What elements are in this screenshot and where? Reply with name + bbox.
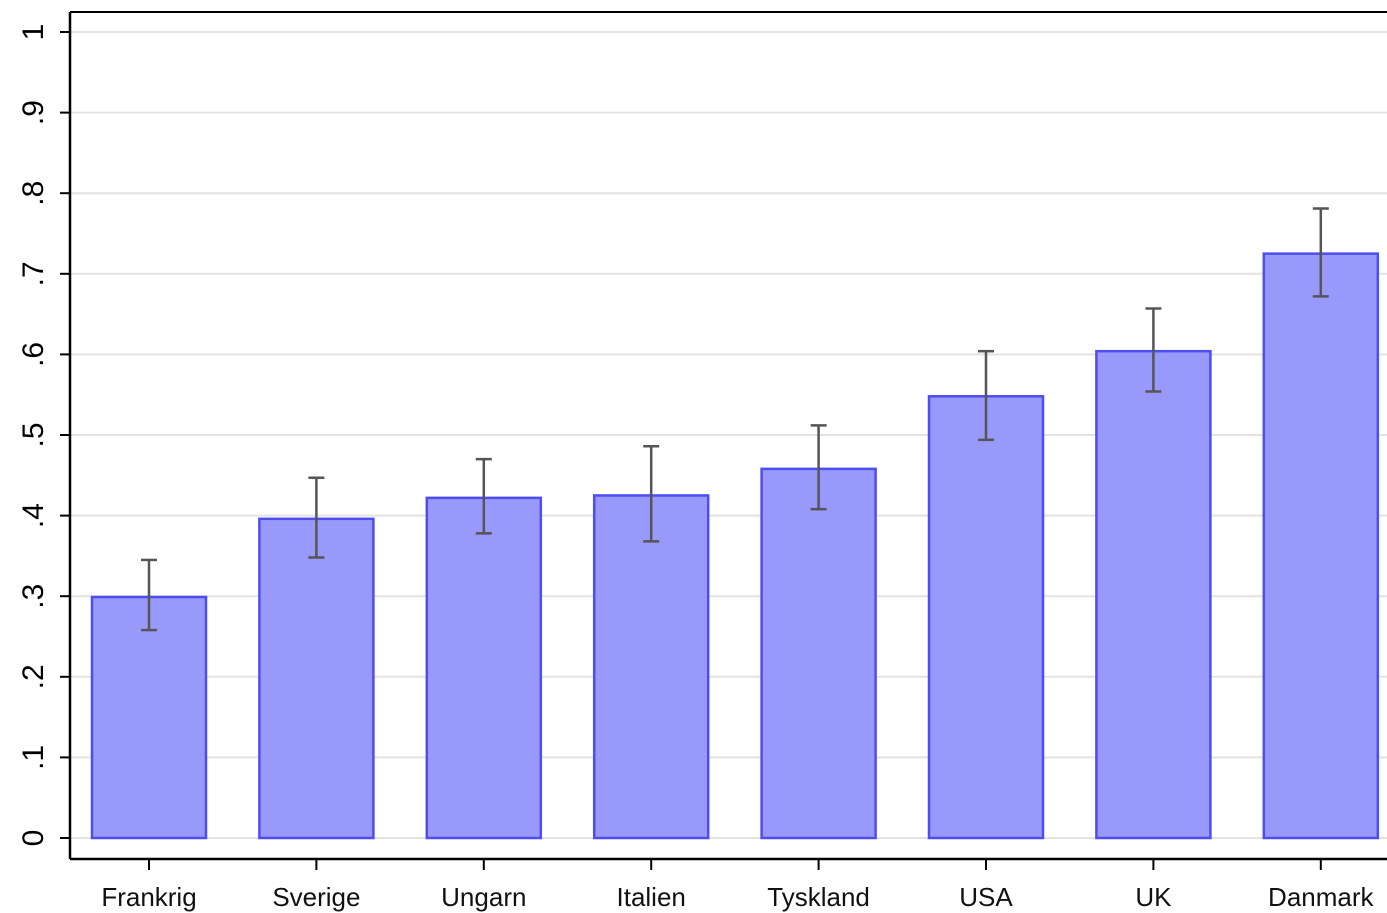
error-bar [978, 349, 994, 442]
error-bar [308, 476, 325, 559]
error-bar [1312, 207, 1329, 298]
error-bar [810, 424, 827, 511]
bar [90, 595, 208, 840]
y-tick-label: .7 [17, 261, 50, 286]
y-tick-label: .9 [17, 100, 50, 125]
bar [1262, 252, 1380, 840]
bar [760, 467, 877, 840]
error-bar [141, 558, 157, 632]
x-tick-label: UK [1135, 882, 1172, 912]
error-bar [475, 457, 492, 535]
y-tick-label: .8 [17, 181, 50, 206]
x-tick-label: Frankrig [101, 882, 196, 912]
label-layer: 0 .1 .2 .3 .4 .5 .6 .7 .8 .9 1 Frankrig Sverige Ungar… [17, 24, 1375, 912]
y-tick-label: 0 [17, 830, 50, 847]
y-tick-label: .5 [17, 422, 50, 447]
bar [927, 395, 1045, 840]
y-tick-label: .4 [17, 503, 50, 528]
x-tick-label: Sverige [272, 882, 360, 912]
error-bar [1145, 307, 1162, 393]
bar [1095, 349, 1212, 840]
y-tick-label: .6 [17, 342, 50, 367]
error-bar [643, 445, 660, 543]
x-tick-label: Tyskland [767, 882, 870, 912]
bar [425, 496, 543, 840]
bar [592, 494, 710, 840]
x-tick-label: Italien [617, 882, 686, 912]
x-tick-label: Danmark [1268, 882, 1374, 912]
y-tick-label: .1 [17, 745, 50, 770]
x-tick-label: Ungarn [441, 882, 526, 912]
y-tick-label: 1 [17, 24, 50, 41]
y-tick-label: .2 [17, 664, 50, 689]
x-tick-label: USA [959, 882, 1013, 912]
y-tick-label: .3 [17, 584, 50, 609]
bar-layer [90, 252, 1380, 840]
axis-layer [60, 11, 1387, 870]
errorbar-layer [141, 207, 1329, 632]
bar [258, 517, 375, 840]
